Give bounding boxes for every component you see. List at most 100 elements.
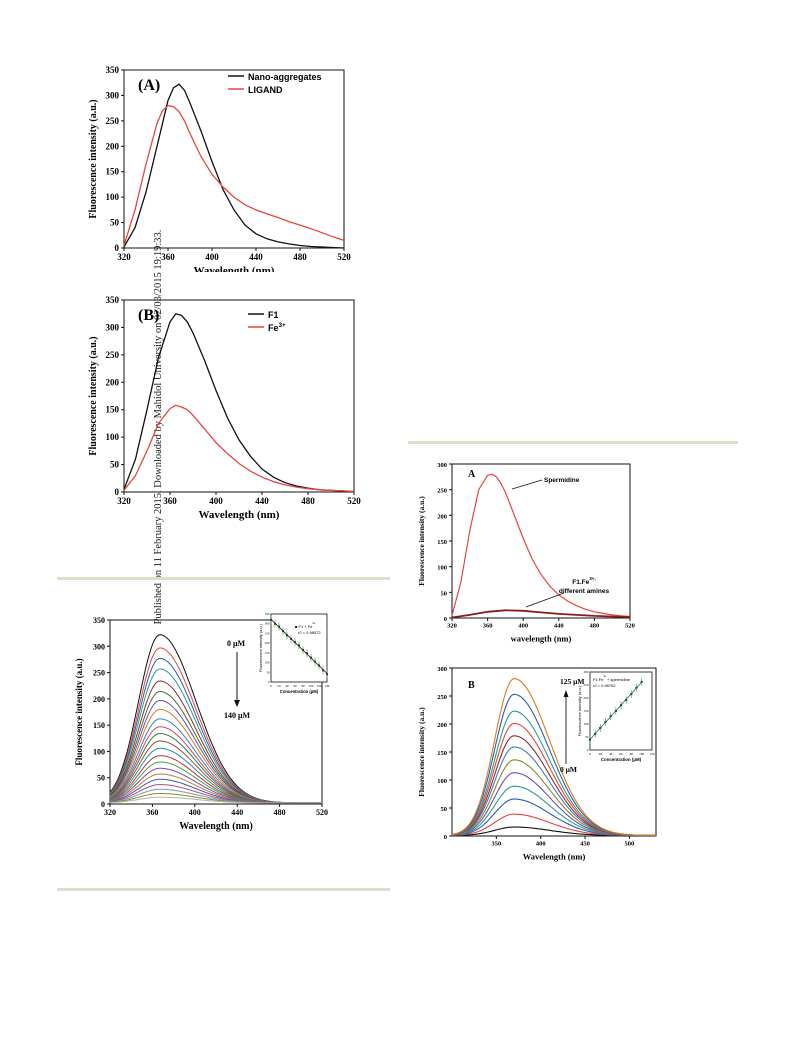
x-tick-label: 480	[293, 252, 307, 262]
y-tick-label: 250	[437, 694, 447, 701]
y-axis-label: Fluorescence intensity (a.u.)	[417, 496, 426, 586]
inset-y-tick-label: 250	[265, 631, 270, 635]
y-tick-label: 150	[437, 539, 447, 546]
x-tick-label: 480	[301, 496, 315, 506]
panel-label: (A)	[138, 77, 160, 94]
inset-x-tick-label: 40	[285, 684, 289, 688]
y-tick-label: 250	[106, 350, 120, 360]
x-tick-label: 360	[146, 808, 158, 817]
legend-label-0: F1	[268, 310, 279, 320]
annotation-arrow-2	[525, 592, 565, 608]
inset-x-tick-label: 20	[599, 752, 603, 756]
x-axis-label: wavelength (nm)	[511, 634, 572, 644]
series-line-0	[451, 473, 631, 618]
plot-frame	[123, 299, 355, 493]
annotation-bottom: 0 μM	[560, 765, 577, 774]
x-axis-label: Wavelength (nm)	[199, 509, 280, 521]
x-axis-label: Wavelength (nm)	[194, 265, 275, 272]
series-line-1	[123, 404, 355, 493]
inset-x-tick-label: 20	[277, 684, 281, 688]
inset-y-tick-label: 100	[583, 722, 588, 726]
annotation-top: 0 μM	[227, 639, 246, 648]
annotation-bottom: 140 μM	[224, 711, 251, 720]
chart-fig1B: 320 360 400 440 480 520 0 50 100 150 200 250 300 350 W…	[88, 295, 361, 521]
separator-3	[57, 888, 390, 891]
inset-legend-series: ■ F1 + Fe3+	[295, 621, 316, 629]
x-tick-label: 500	[625, 841, 635, 848]
series-line-0	[123, 312, 355, 493]
y-axis-label: Fluorescence intensity (a.u.)	[74, 658, 84, 765]
y-tick-label: 350	[106, 65, 120, 75]
annotation-spermidine: Spermidine	[544, 477, 580, 484]
y-tick-label: 200	[106, 377, 120, 387]
y-tick-label: 350	[93, 616, 105, 625]
titration-arrow-head	[234, 700, 240, 707]
x-tick-label: 400	[518, 623, 528, 630]
x-tick-label: 480	[274, 808, 286, 817]
chart-fig3B: 350 400 450 500050100150200250300Wavelength…	[417, 666, 657, 862]
inset-x-tick-label: 0	[589, 752, 591, 756]
x-tick-label: 480	[590, 623, 600, 630]
inset-y-tick-label: 200	[583, 696, 588, 700]
y-tick-label: 0	[101, 800, 105, 809]
y-tick-label: 300	[437, 462, 447, 469]
x-axis-label: Wavelength (nm)	[179, 821, 253, 832]
inset-x-tick-label: 120	[317, 684, 322, 688]
y-tick-label: 200	[93, 695, 105, 704]
series-line-1	[123, 104, 345, 246]
panel-label: B	[468, 680, 475, 691]
y-tick-label: 0	[115, 487, 120, 497]
y-tick-label: 50	[441, 806, 448, 813]
x-tick-label: 400	[205, 252, 219, 262]
y-tick-label: 350	[106, 295, 120, 305]
titration-arrow-head	[563, 690, 569, 697]
titration-curve	[109, 699, 322, 804]
series-line-1	[451, 609, 631, 619]
inset-x-tick-label: 60	[293, 684, 297, 688]
x-tick-label: 400	[209, 496, 223, 506]
inset-y-tick-label: 300	[265, 622, 270, 626]
y-tick-label: 50	[110, 460, 120, 470]
inset-x-axis-label: Concentration (μM)	[280, 689, 319, 694]
inset-x-tick-label: 80	[630, 752, 634, 756]
plot-frame	[123, 69, 345, 249]
inset-x-axis-label: Concentration (μM)	[601, 757, 642, 762]
y-tick-label: 250	[437, 488, 447, 495]
inset-y-tick-label: 50	[266, 670, 270, 674]
legend-label-0: Nano-aggregates	[248, 72, 322, 82]
chart-fig1A: 320 360 400 440 480 520 0 50 100 150 200 250 300 350 W…	[88, 65, 351, 272]
y-tick-label: 0	[444, 834, 447, 841]
annotation-top: 125 μM	[560, 677, 584, 686]
titration-curve	[109, 796, 322, 804]
inset-x-tick-label: 60	[619, 752, 623, 756]
x-tick-label: 440	[255, 496, 269, 506]
x-tick-label: 400	[536, 841, 546, 848]
y-axis-label: Fluorescence intensity (a.u.)	[88, 99, 99, 218]
inset-y-tick-label: 100	[265, 661, 270, 665]
inset-legend-series-a: F1.Fe3+	[593, 674, 607, 682]
y-tick-label: 50	[97, 774, 105, 783]
y-tick-label: 150	[93, 721, 105, 730]
y-tick-label: 100	[106, 192, 120, 202]
x-tick-label: 450	[580, 841, 590, 848]
titration-curve	[451, 678, 656, 836]
x-tick-label: 320	[117, 252, 131, 262]
y-tick-label: 0	[115, 243, 120, 253]
y-tick-label: 100	[93, 747, 105, 756]
x-tick-label: 360	[161, 252, 175, 262]
inset-x-tick-label: 80	[301, 684, 305, 688]
y-tick-label: 100	[437, 778, 447, 785]
y-tick-label: 0	[444, 616, 447, 623]
y-tick-label: 250	[93, 669, 105, 678]
y-tick-label: 150	[106, 167, 120, 177]
inset-y-tick-label: 150	[583, 709, 588, 713]
x-tick-label: 440	[249, 252, 263, 262]
y-tick-label: 150	[437, 750, 447, 757]
y-tick-label: 100	[437, 565, 447, 572]
inset-legend-r2: r2 = 0.98762	[593, 683, 616, 688]
x-tick-label: 320	[447, 623, 457, 630]
x-tick-label: 440	[554, 623, 564, 630]
legend-label-1: Fe3+	[268, 322, 286, 333]
inset-y-tick-label: 350	[265, 612, 270, 616]
inset-y-tick-label: 50	[585, 735, 589, 739]
